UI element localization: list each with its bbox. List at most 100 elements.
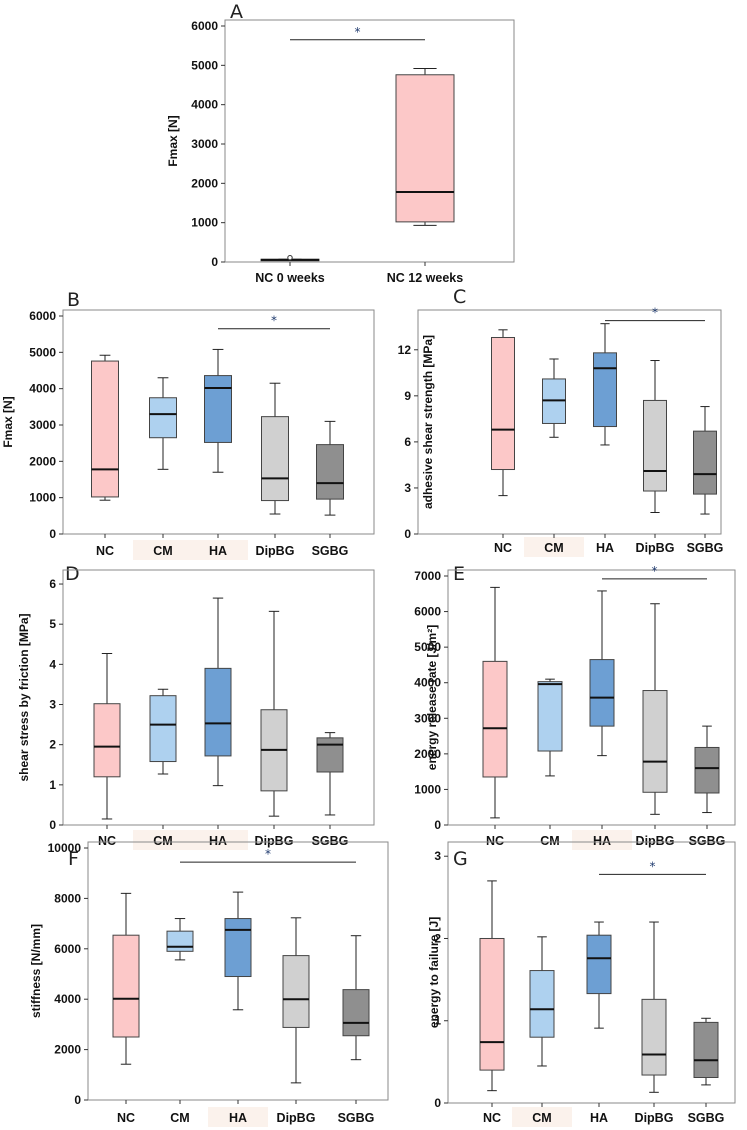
y-tick-label: 0 — [49, 527, 56, 541]
panel-letter: E — [453, 563, 465, 585]
box-nc-12-weeks — [395, 67, 455, 226]
iqr-box — [395, 74, 455, 223]
significance-star: * — [652, 564, 658, 578]
y-axis-label: energy release rate [J/m²] — [425, 625, 439, 770]
y-tick-label: 6 — [404, 435, 411, 449]
iqr-box — [91, 360, 119, 498]
box-sgbg — [694, 725, 720, 814]
box-nc — [93, 653, 121, 820]
y-tick-label: 2 — [434, 931, 441, 945]
y-axis-label: energy to failure [J] — [427, 917, 441, 1028]
category-label: HA — [209, 834, 227, 848]
iqr-box — [316, 444, 344, 500]
plot-frame — [447, 569, 736, 826]
y-tick-label: 10000 — [48, 841, 82, 855]
y-tick-label: 0 — [211, 255, 218, 269]
chart-panel-c: C 0 3 6 9 12 adhesive shear strength [MPa] NC CM… — [398, 286, 724, 557]
category-label: DipBG — [277, 1111, 316, 1125]
box-dipbg — [261, 382, 289, 515]
category-label: CM — [544, 541, 563, 555]
category-label: NC — [98, 834, 116, 848]
chart-panel-g: G 0 1 2 3 energy to failure [J] NC CM HA DipBG SGB… — [427, 841, 736, 1127]
category-label: SGBG — [687, 541, 724, 555]
y-tick-label: 5000 — [414, 640, 441, 654]
iqr-box — [642, 690, 668, 793]
panel-letter: C — [453, 286, 466, 308]
y-tick-label: 3000 — [191, 137, 218, 151]
iqr-box — [491, 336, 515, 471]
chart-panel-a: A 0 1000 2000 3000 4000 5000 6000 Fmax [N] NC 0 w… — [166, 1, 515, 285]
category-label: SGBG — [338, 1111, 375, 1125]
y-tick-label: 0 — [404, 527, 411, 541]
box-nc-0-weeks — [260, 254, 320, 262]
box-cm — [542, 358, 566, 438]
category-label: CM — [153, 544, 172, 558]
panel-letter: D — [65, 563, 80, 585]
y-tick-label: 3 — [49, 698, 56, 712]
y-tick-label: 3000 — [29, 418, 56, 432]
y-tick-label: 3 — [404, 481, 411, 495]
category-label: HA — [590, 1111, 608, 1125]
y-tick-label: 6000 — [191, 19, 218, 33]
category-label: SGBG — [312, 544, 349, 558]
y-tick-label: 2000 — [54, 1043, 81, 1057]
panel-letter: A — [230, 1, 243, 23]
y-axis-label: adhesive shear strength [MPa] — [421, 335, 435, 509]
iqr-box — [586, 934, 612, 995]
category-label: DipBG — [256, 544, 295, 558]
significance-star: * — [265, 847, 271, 861]
category-label: NC — [483, 1111, 501, 1125]
box-nc — [112, 892, 140, 1065]
panel-letter: B — [67, 289, 80, 311]
iqr-box — [282, 955, 310, 1028]
significance-star: * — [650, 859, 656, 873]
y-tick-label: 4 — [49, 657, 56, 671]
category-label: NC — [96, 544, 114, 558]
y-tick-label: 5000 — [191, 58, 218, 72]
box-sgbg — [693, 1017, 719, 1086]
iqr-box — [166, 930, 194, 952]
y-axis-label: Fmax [N] — [1, 396, 15, 447]
y-tick-label: 6 — [49, 577, 56, 591]
box-ha — [593, 323, 617, 446]
y-tick-label: 4000 — [54, 992, 81, 1006]
category-label-highlight — [208, 1107, 268, 1127]
y-tick-label: 6000 — [29, 309, 56, 323]
category-label: CM — [170, 1111, 189, 1125]
y-tick-label: 0 — [74, 1093, 81, 1107]
iqr-box — [149, 397, 177, 439]
y-tick-label: 2 — [49, 738, 56, 752]
box-ha — [586, 921, 612, 1029]
box-sgbg — [316, 420, 344, 516]
category-label-highlight — [188, 830, 248, 850]
category-label-highlight — [512, 1107, 572, 1127]
iqr-box — [342, 989, 370, 1037]
box-sgbg — [316, 732, 344, 816]
box-cm — [166, 918, 194, 961]
plot-frame — [417, 309, 722, 535]
iqr-box — [93, 703, 121, 778]
box-nc — [479, 880, 505, 1092]
box-dipbg — [643, 360, 667, 514]
iqr-box — [693, 1021, 719, 1078]
box-nc — [91, 354, 119, 501]
category-label-highlight — [572, 830, 632, 850]
y-tick-label: 4000 — [191, 98, 218, 112]
category-label: DipBG — [255, 834, 294, 848]
category-label: HA — [229, 1111, 247, 1125]
category-label: NC 12 weeks — [387, 271, 463, 285]
plot-frame — [447, 841, 736, 1104]
y-tick-label: 9 — [404, 389, 411, 403]
category-label: CM — [153, 834, 172, 848]
outlier-point — [287, 254, 293, 261]
y-tick-label: 0 — [434, 1096, 441, 1110]
plot-frame — [224, 19, 515, 263]
y-tick-label: 0 — [49, 818, 56, 832]
category-label: NC — [117, 1111, 135, 1125]
y-tick-label: 1000 — [414, 782, 441, 796]
category-label-highlight — [188, 540, 248, 560]
y-tick-label: 2000 — [29, 454, 56, 468]
iqr-box — [479, 937, 505, 1071]
iqr-box — [694, 746, 720, 794]
iqr-box — [589, 659, 615, 727]
